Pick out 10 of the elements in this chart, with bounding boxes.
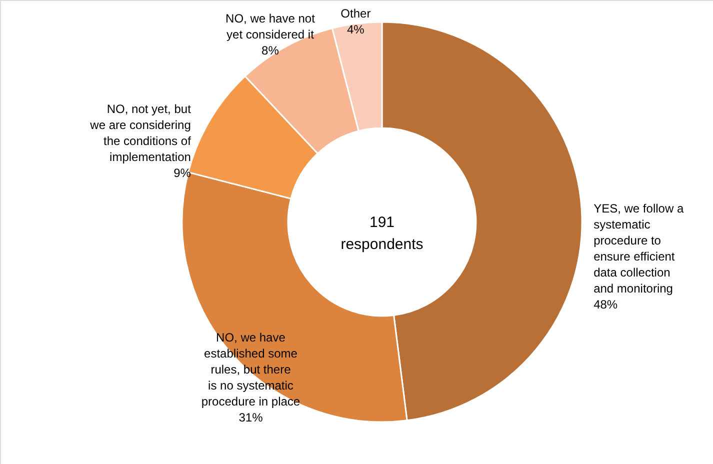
data-label: 48% [594,298,618,312]
data-label: 8% [262,44,280,58]
slice-label: Other [340,6,371,21]
slice-label: NO, we have not yet considered it [226,12,316,42]
slice-label: YES, we follow a systematic procedure to ensure efficient data collection and monitoring [594,202,684,296]
text: 191 respondents [340,214,424,253]
data-label: 31% [238,410,264,425]
data-label: 4% [347,22,365,37]
data-label: 9% [174,166,192,180]
slice-label: NO, not yet, but we are considering the conditions of implementation [89,102,192,164]
